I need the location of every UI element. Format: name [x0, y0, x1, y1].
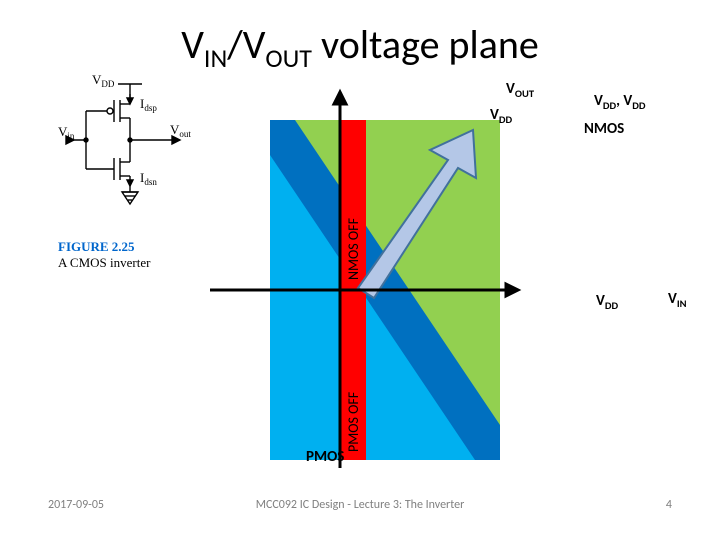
- figure-caption-text: A CMOS inverter: [58, 255, 150, 270]
- circuit-svg: VDD Idsp Idsn Vin Vout: [58, 74, 198, 234]
- vdd-x-tick-label: VDD: [596, 292, 618, 312]
- slide: VIN/VOUT voltage plane: [0, 0, 720, 540]
- circuit-vdd-label: VDD: [92, 74, 115, 89]
- figure-caption: FIGURE 2.25 A CMOS inverter: [58, 239, 198, 270]
- title-slash: /V: [227, 20, 265, 69]
- vdd-vdd-corner-label: VDD, VDD: [594, 92, 646, 112]
- circuit-vin-label: Vin: [58, 124, 75, 141]
- pmos-region-label: PMOS: [306, 448, 344, 466]
- nmos-region-label: NMOS: [584, 120, 624, 138]
- graph-svg: NMOS OFF PMOS OFF: [190, 70, 530, 470]
- voltage-plane-graph: NMOS OFF PMOS OFF: [190, 70, 530, 470]
- pmos-off-label: PMOS OFF: [345, 391, 362, 452]
- footer-page-number: 4: [666, 498, 672, 512]
- title-vin: V: [181, 20, 204, 69]
- slide-title: VIN/VOUT voltage plane: [0, 20, 720, 74]
- circuit-idsn-label: Idsn: [140, 170, 157, 187]
- figure-number: FIGURE 2.25: [58, 239, 135, 254]
- vout-axis-label: VOUT: [506, 80, 534, 100]
- vdd-y-tick-label: VDD: [490, 106, 512, 126]
- circuit-vout-label: Vout: [170, 122, 191, 139]
- vin-axis-label: VIN: [668, 290, 687, 310]
- cmos-inverter-schematic: VDD Idsp Idsn Vin Vout FIGURE 2.25 A CMO…: [58, 74, 198, 270]
- footer-center: MCC092 IC Design - Lecture 3: The Invert…: [0, 498, 720, 512]
- circuit-idsp-label: Idsp: [140, 96, 157, 113]
- nmos-off-label: NMOS OFF: [345, 217, 362, 280]
- title-rest: voltage plane: [312, 20, 539, 69]
